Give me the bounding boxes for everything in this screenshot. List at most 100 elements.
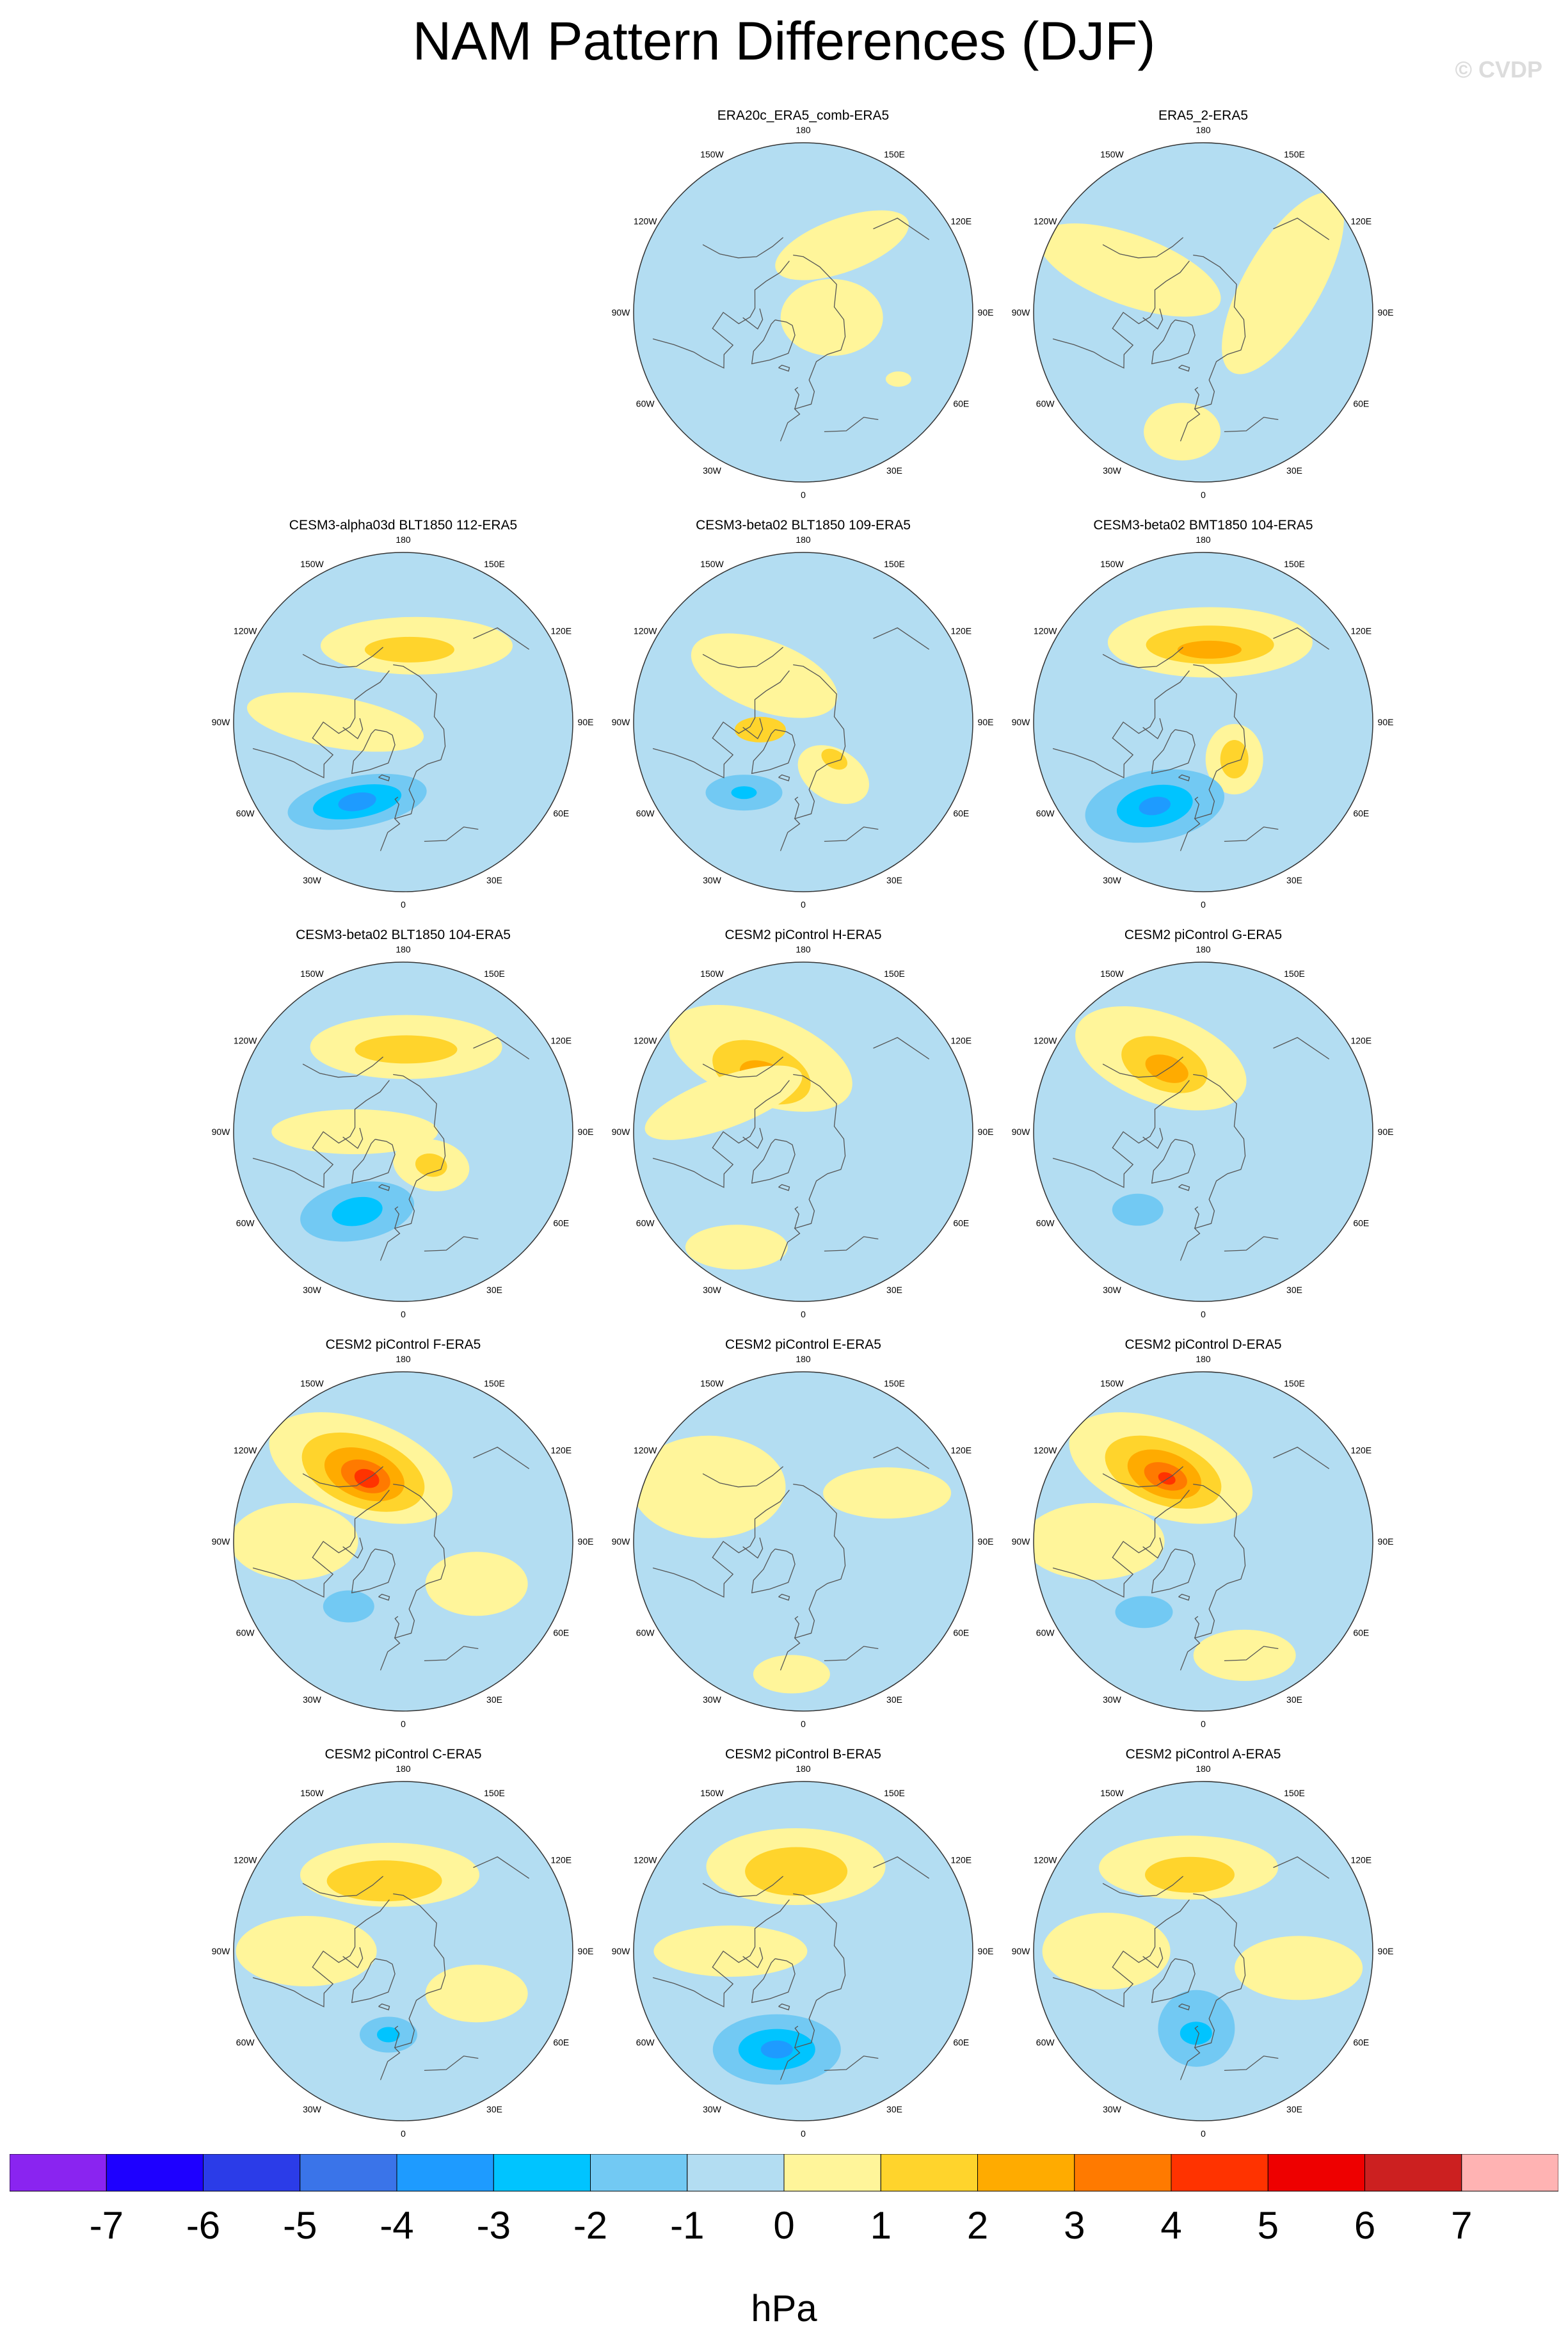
longitude-label: 30W [303,1694,322,1705]
coastline [1178,774,1190,782]
anomaly-contour [1222,192,1344,374]
longitude-label: 30E [886,2104,902,2114]
coastline [302,647,384,668]
longitude-label: 150E [1284,1378,1305,1388]
map-panel: CESM2 piControl A-ERA5 180 150E 120E 90E 60E 3… [1011,1746,1395,2162]
polar-map: 180 150E 120E 90E 60E 30E 0 30W 60W 90W 120W 150W [212,1354,594,1729]
anomaly-contour [780,278,883,356]
longitude-label: 150W [1100,559,1124,569]
colorbar-tick-label: -3 [477,2204,511,2247]
longitude-label: 30W [703,465,722,476]
longitude-label: 90E [1378,717,1394,727]
coastline [1151,319,1196,365]
coastline [1194,1616,1200,1639]
anomaly-contour [685,1225,788,1270]
anomaly-contour [1220,740,1249,778]
polar-map: 180 150E 120E 90E 60E 30E 0 30W 60W 90W 120W 150W [612,535,994,910]
longitude-label: 60E [953,1218,969,1228]
coastline [252,670,390,778]
longitude-label: 30W [703,2104,722,2114]
coastline [1102,1876,1184,1897]
coastline [378,774,390,782]
map-panel: CESM3-beta02 BMT1850 104-ERA5 180 150E 120E… [1011,517,1395,933]
coastline [873,1856,930,1879]
coastline [1178,1593,1190,1601]
longitude-label: 30E [486,875,502,885]
longitude-label: 30E [486,2104,502,2114]
coastline [380,1893,446,2080]
longitude-label: 30E [1286,875,1302,885]
map-field [234,962,573,1301]
map-boundary [633,1781,973,2121]
coastline [380,1483,446,1671]
coastline [702,647,784,668]
longitude-label: 150E [484,559,505,569]
longitude-label: 0 [801,1309,806,1319]
longitude-label: 120E [950,1036,972,1046]
anomaly-contour [271,1109,438,1154]
map-field [634,552,973,892]
anomaly-contour [1144,403,1221,461]
anomaly-contour [1112,1193,1164,1226]
map-field [634,962,973,1301]
longitude-label: 30W [1103,875,1122,885]
coastline [1224,2055,1279,2071]
anomaly-contour [236,1916,377,1986]
longitude-label: 120E [1350,1445,1372,1456]
longitude-label: 120W [634,1855,657,1865]
coastline [1142,1127,1164,1149]
coastline [1142,718,1164,739]
panel-title: CESM2 piControl H-ERA5 [724,928,882,942]
coastline [794,796,800,819]
coastline [652,1080,790,1188]
coastline [380,664,446,851]
colorbar-tick-label: 3 [1064,2204,1085,2247]
coastline [742,1947,764,1968]
longitude-label: 150E [1284,969,1305,979]
map-panel: CESM2 piControl C-ERA5 180 150E 120E 90E 60E 3… [211,1746,595,2162]
coastline [394,1616,400,1639]
longitude-label: 180 [796,1354,811,1364]
longitude-label: 180 [396,1354,411,1364]
longitude-label: 60W [1036,399,1055,409]
map-field [634,1372,973,1711]
polar-map: 180 150E 120E 90E 60E 30E 0 30W 60W 90W 120W 150W [1012,535,1394,910]
background-field [1034,962,1373,1301]
colorbar-tick-label: 0 [773,2204,794,2247]
longitude-label: 180 [796,1764,811,1774]
panel-title: ERA5_2-ERA5 [1158,108,1249,123]
longitude-label: 60E [553,808,569,819]
longitude-label: 180 [1196,944,1211,954]
coastline [780,1483,846,1671]
coastline [751,729,796,775]
coastline [342,1947,364,1968]
coastline [1224,1236,1279,1252]
polar-map: 180 150E 120E 90E 60E 30E 0 30W 60W 90W 120W 150W [612,1764,994,2139]
map-field [1034,143,1373,482]
map-panel: CESM2 piControl D-ERA5 180 150E 120E 90E 60E 3… [1011,1337,1395,1753]
colorbar-swatch [10,2154,107,2192]
longitude-label: 150W [300,1378,324,1388]
coastline [778,2003,790,2011]
map-field [1034,1372,1373,1711]
coastline [794,1206,800,1229]
panel-title: CESM3-beta02 BMT1850 104-ERA5 [1093,518,1313,533]
anomaly-contour [326,1860,442,1902]
longitude-label: 30W [1103,465,1122,476]
coastline [794,1616,800,1639]
colorbar-swatch [1461,2154,1558,2192]
longitude-label: 90E [978,1946,994,1956]
coastline [751,1958,796,2004]
longitude-label: 60E [553,1218,569,1228]
coastline [473,627,530,650]
longitude-label: 120W [1034,1036,1057,1046]
coastline [751,319,796,365]
anomaly-contour [355,1035,458,1064]
longitude-label: 60W [236,1218,255,1228]
anomaly-contour [1145,1856,1235,1893]
longitude-label: 90W [1012,307,1031,318]
longitude-label: 120W [1034,1855,1057,1865]
panel-title: CESM3-beta02 BLT1850 104-ERA5 [296,928,511,942]
longitude-label: 180 [396,1764,411,1774]
longitude-label: 0 [401,1309,406,1319]
